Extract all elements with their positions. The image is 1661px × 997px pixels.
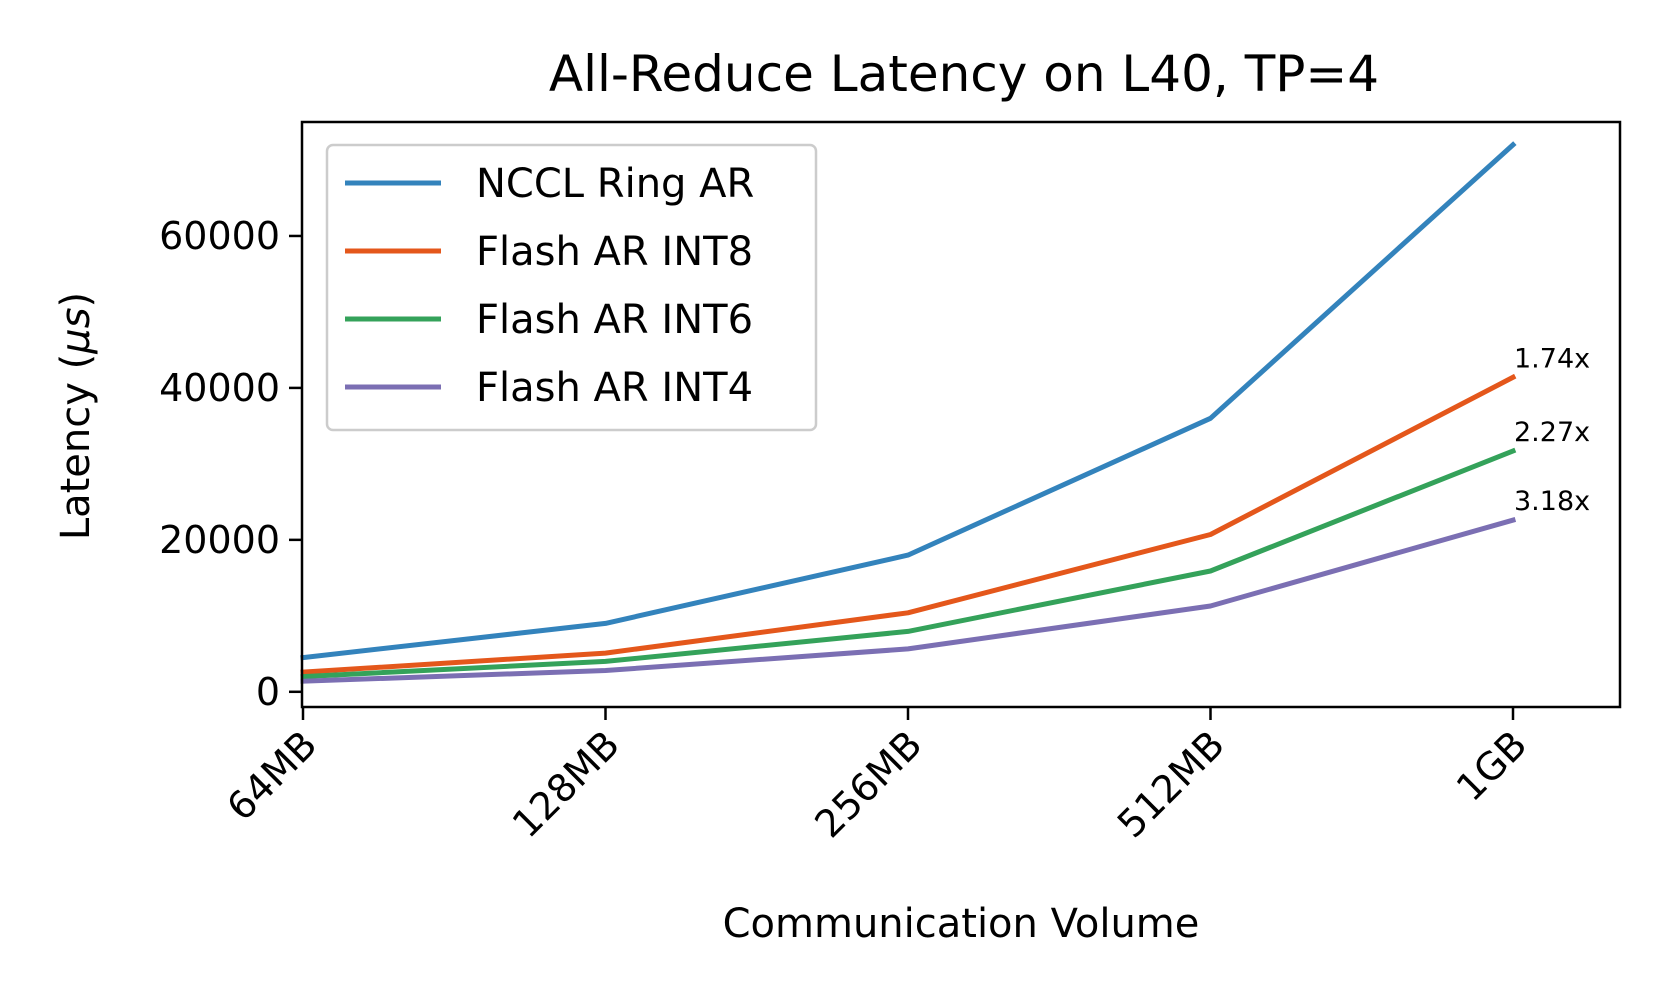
series-line-flash-ar-int4 xyxy=(300,517,1517,684)
plot-area: 1.74x 2.27x 3.18x xyxy=(300,141,1590,684)
y-tick-label-20000: 20000 xyxy=(159,518,280,562)
x-tick-label-256mb: 256MB xyxy=(806,722,930,846)
chart-title: All-Reduce Latency on L40, TP=4 xyxy=(549,45,1379,103)
legend-box xyxy=(325,143,818,432)
y-axis-label-s: s xyxy=(53,307,99,328)
x-tick-label-64mb: 64MB xyxy=(218,722,325,829)
x-axis: 64MB 128MB 256MB 512MB 1GB xyxy=(218,707,1535,846)
y-axis-label-mu: μ xyxy=(53,328,99,354)
y-axis: 0 20000 40000 60000 xyxy=(159,214,302,714)
annotation-flash-ar-int8: 1.74x xyxy=(1514,343,1590,374)
legend-label-flash-ar-int8: Flash AR INT8 xyxy=(476,229,753,275)
y-tick-label-60000: 60000 xyxy=(159,214,280,258)
y-axis-label-suffix: ) xyxy=(53,292,99,308)
y-tick-label-40000: 40000 xyxy=(159,366,280,410)
x-tick-label-1gb: 1GB xyxy=(1448,722,1535,809)
x-tick-label-512mb: 512MB xyxy=(1109,722,1233,846)
legend-label-flash-ar-int6: Flash AR INT6 xyxy=(476,297,753,343)
series-line-flash-ar-int6 xyxy=(300,447,1517,680)
annotation-flash-ar-int6: 2.27x xyxy=(1514,417,1590,448)
y-axis-label-prefix: Latency ( xyxy=(53,354,99,540)
annotation-flash-ar-int4: 3.18x xyxy=(1514,486,1590,517)
series-line-flash-ar-int8 xyxy=(300,373,1517,675)
legend: NCCL Ring AR Flash AR INT8 Flash AR INT6 Fl… xyxy=(325,143,818,432)
plot-frame xyxy=(300,120,1622,709)
y-axis-label: Latency (μs) xyxy=(53,292,99,540)
legend-label-nccl-ring-ar: NCCL Ring AR xyxy=(476,161,754,207)
legend-label-flash-ar-int4: Flash AR INT4 xyxy=(476,365,753,411)
series-line-nccl-ring-ar xyxy=(300,141,1517,661)
x-axis-label: Communication Volume xyxy=(723,901,1200,947)
x-tick-label-128mb: 128MB xyxy=(504,722,628,846)
y-tick-label-0: 0 xyxy=(256,670,280,714)
